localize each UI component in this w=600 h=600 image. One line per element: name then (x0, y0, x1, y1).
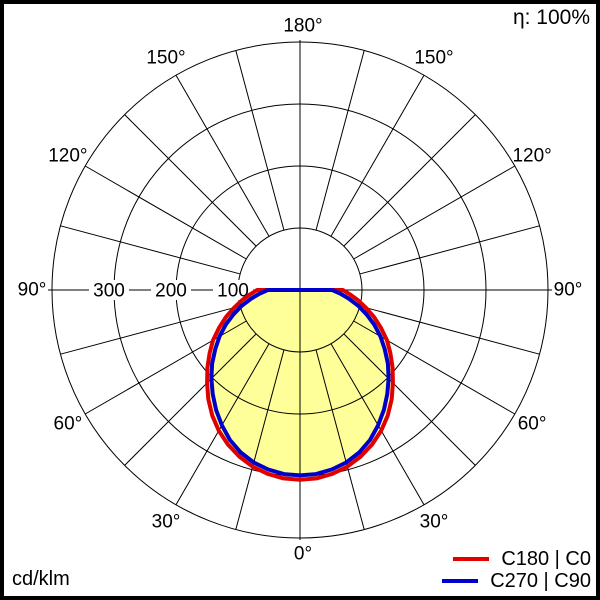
angle-label: 90° (554, 280, 583, 301)
legend-label-c0: C180 | C0 (501, 547, 591, 570)
radial-label-bg (213, 280, 253, 300)
grid-spoke (353, 165, 516, 260)
grid-spoke (124, 114, 257, 247)
angle-label: 30° (152, 512, 181, 533)
angle-label: 120° (48, 146, 87, 167)
grid-spoke (359, 225, 540, 275)
radial-tick-label: 200 (155, 281, 187, 302)
radial-tick-label: 100 (217, 281, 249, 302)
c0-line-swatch (453, 557, 490, 561)
grid-spoke (315, 349, 365, 530)
c90-line-swatch (442, 579, 479, 583)
intensity-curve (209, 288, 391, 478)
grid-spoke (359, 305, 540, 355)
legend: C180 | C0 C270 | C90 (442, 548, 591, 592)
grid-spoke (124, 333, 257, 466)
angle-label: 180° (283, 16, 322, 37)
grid-spoke (315, 50, 365, 231)
grid-spoke (235, 50, 285, 231)
angle-label: 60° (518, 414, 547, 435)
unit-label: cd/klm (12, 568, 70, 590)
angle-label: 120° (512, 146, 551, 167)
grid-spoke (235, 349, 285, 530)
angle-label: 30° (420, 512, 449, 533)
angle-label: 90° (18, 280, 47, 301)
radial-label-bg (89, 280, 129, 300)
radial-tick-label: 300 (93, 281, 125, 302)
grid-spoke (343, 114, 476, 247)
legend-label-c90: C270 | C90 (490, 569, 591, 592)
radial-label-bg (151, 280, 191, 300)
angle-label: 60° (54, 414, 83, 435)
angle-label: 150° (146, 47, 185, 68)
grid-spoke (175, 74, 270, 237)
efficiency-label: η: 100% (512, 6, 590, 29)
angle-label: 150° (414, 47, 453, 68)
angle-label: 0° (294, 544, 312, 565)
grid-spoke (60, 305, 241, 355)
grid-spoke (343, 333, 476, 466)
grid-spoke (330, 74, 425, 237)
grid-spoke (84, 165, 247, 260)
legend-row-c0: C180 | C0 (442, 548, 591, 570)
grid-spoke (60, 225, 241, 275)
legend-row-c90: C270 | C90 (442, 570, 591, 592)
intensity-curve (205, 288, 395, 482)
